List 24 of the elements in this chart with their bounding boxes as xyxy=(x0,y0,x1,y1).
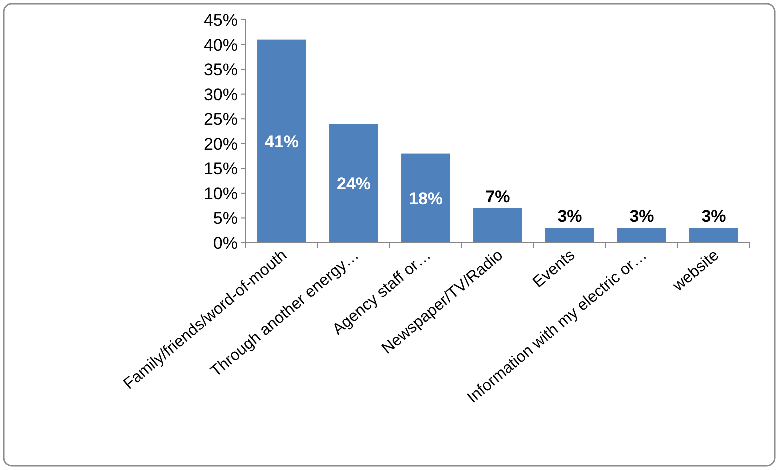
y-tick-label: 0% xyxy=(213,234,238,253)
data-label: 7% xyxy=(486,187,510,206)
data-label: 3% xyxy=(630,207,654,226)
bar xyxy=(690,228,738,243)
data-label: 3% xyxy=(558,207,582,226)
y-tick-label: 20% xyxy=(204,134,238,154)
y-tick-label: 40% xyxy=(204,36,238,55)
bar xyxy=(402,154,450,243)
data-label: 3% xyxy=(702,207,726,226)
y-tick-label: 25% xyxy=(204,110,238,130)
data-label: 41% xyxy=(264,132,300,152)
bar xyxy=(258,40,306,243)
y-tick-label: 30% xyxy=(204,85,238,104)
bar xyxy=(618,228,666,243)
bar xyxy=(474,208,522,243)
y-tick-label: 45% xyxy=(204,11,238,30)
bar xyxy=(546,228,594,243)
data-label: 24% xyxy=(336,174,372,194)
y-tick-label: 10% xyxy=(204,184,238,204)
data-label: 18% xyxy=(408,189,444,208)
y-tick-label: 15% xyxy=(204,160,238,179)
y-tick-label: 35% xyxy=(204,60,238,80)
y-tick-label: 5% xyxy=(213,209,238,228)
bar xyxy=(330,124,378,243)
